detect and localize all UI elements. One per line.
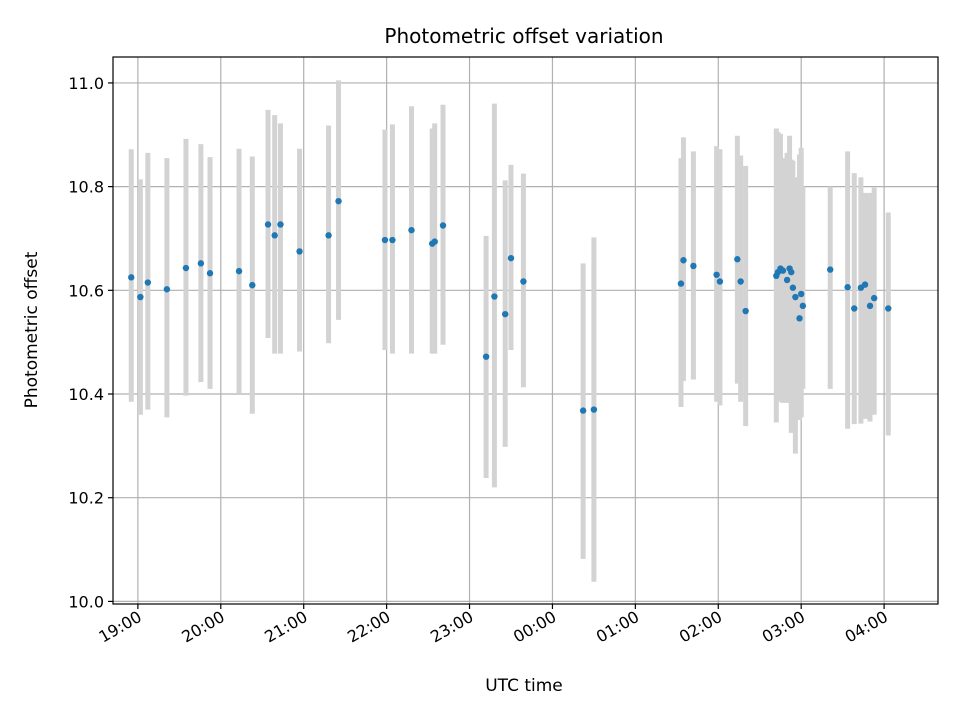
data-point: [677, 280, 685, 287]
y-tick-label: 10.2: [68, 489, 104, 508]
data-point: [680, 257, 687, 264]
data-point: [144, 279, 152, 286]
data-point: [796, 315, 803, 322]
data-point: [742, 307, 749, 315]
data-point: [501, 310, 509, 318]
data-point: [851, 305, 858, 312]
data-point: [579, 407, 587, 414]
data-point: [389, 236, 396, 244]
chart-title: Photometric offset variation: [384, 24, 663, 48]
data-point: [325, 232, 332, 239]
data-point: [439, 222, 447, 229]
data-point: [844, 284, 851, 291]
data-point: [797, 290, 805, 298]
y-tick-label: 10.8: [68, 178, 104, 197]
data-point: [783, 276, 791, 284]
data-point: [249, 281, 256, 289]
y-axis-ticks: 10.0 10.2 10.4 10.6 10.8 11.0: [68, 74, 113, 611]
data-point: [737, 278, 744, 285]
data-point: [381, 236, 389, 244]
data-point: [206, 270, 214, 277]
data-point: [792, 293, 799, 301]
data-point: [431, 238, 438, 245]
data-point: [137, 293, 144, 301]
data-point: [799, 302, 807, 310]
data-point: [271, 232, 278, 239]
data-point: [734, 256, 741, 263]
data-point: [827, 266, 834, 273]
data-point: [235, 267, 243, 275]
data-point: [779, 267, 787, 274]
data-point: [870, 294, 878, 302]
data-point: [277, 221, 284, 228]
data-point: [296, 248, 303, 255]
data-point: [690, 262, 697, 270]
x-axis-title: UTC time: [485, 676, 563, 696]
data-point: [182, 264, 190, 272]
data-point: [866, 302, 874, 310]
data-points: [128, 197, 892, 414]
data-point: [861, 281, 869, 288]
data-point: [335, 197, 342, 205]
data-point: [789, 284, 797, 291]
data-point: [197, 260, 205, 267]
y-axis-title: Photometric offset: [22, 251, 42, 408]
data-point: [482, 353, 490, 360]
y-tick-label: 10.0: [68, 592, 104, 611]
data-point: [264, 221, 272, 228]
data-point: [520, 278, 527, 285]
plot-frame: [112, 56, 939, 605]
data-point: [590, 406, 598, 413]
y-tick-label: 10.6: [68, 281, 104, 300]
y-tick-label: 10.4: [68, 385, 104, 404]
data-point: [128, 274, 135, 281]
data-point: [491, 293, 498, 300]
data-point: [885, 305, 892, 312]
data-point: [713, 271, 720, 278]
data-point: [788, 268, 795, 276]
data-point: [163, 286, 171, 293]
y-tick-label: 11.0: [68, 74, 104, 93]
data-point: [408, 226, 415, 234]
data-point: [716, 278, 724, 285]
data-point: [507, 254, 515, 262]
